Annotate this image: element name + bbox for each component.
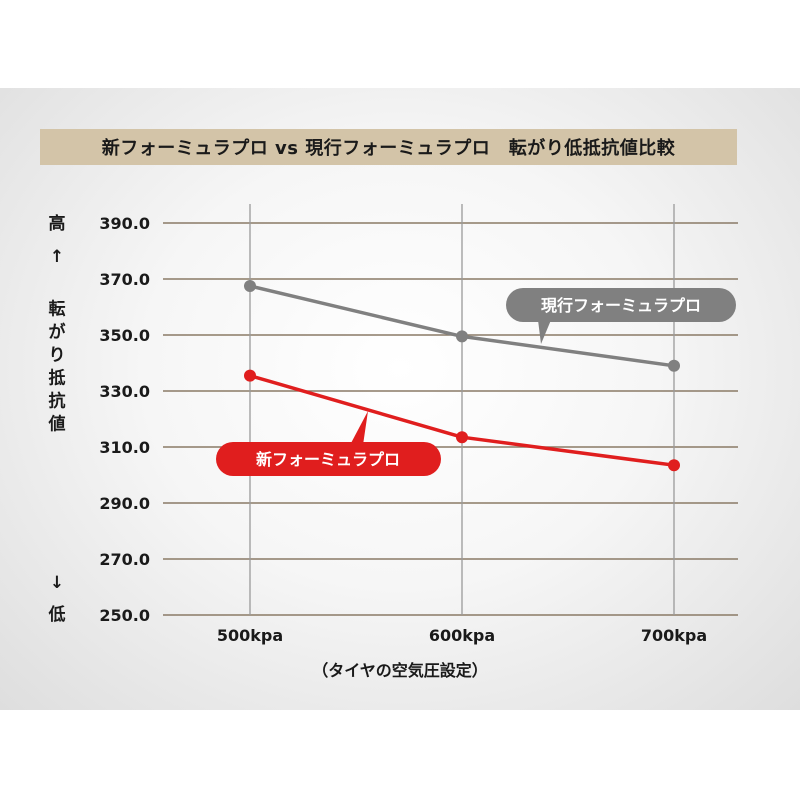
data-point xyxy=(668,359,680,372)
ylabel-up-arrow: ↑ xyxy=(50,247,64,267)
data-point xyxy=(244,369,256,382)
y-tick-label: 330.0 xyxy=(99,382,150,401)
x-tick-label: 500kpa xyxy=(217,626,283,645)
y-tick-label: 310.0 xyxy=(99,438,150,457)
chart-background xyxy=(0,88,800,710)
x-tick-label: 600kpa xyxy=(429,626,495,645)
y-tick-label: 390.0 xyxy=(99,214,150,233)
ylabel-low: 低 xyxy=(48,604,66,625)
legend-label-current: 現行フォーミュラプロ xyxy=(541,296,701,315)
legend-callout-pointer xyxy=(538,320,551,344)
x-tick-label: 700kpa xyxy=(641,626,707,645)
legend-callout-pointer xyxy=(350,411,368,445)
ylabel-down-arrow: ↓ xyxy=(50,573,64,593)
x-axis-label: （タイヤの空気圧設定） xyxy=(312,661,488,680)
data-point xyxy=(244,280,256,292)
data-point xyxy=(456,330,468,343)
legend-callout-current xyxy=(506,288,736,322)
data-point xyxy=(668,459,680,472)
y-tick-label: 290.0 xyxy=(99,494,150,513)
y-tick-label: 270.0 xyxy=(99,550,150,569)
data-point xyxy=(456,431,468,444)
y-tick-label: 370.0 xyxy=(99,270,150,289)
chart-title: 新フォーミュラプロ vs 現行フォーミュラプロ 転がり低抵抗値比較 xyxy=(40,129,737,165)
y-axis-label: 転がり抵抗値 xyxy=(48,299,66,435)
legend-label-new: 新フォーミュラプロ xyxy=(256,450,400,469)
y-tick-label: 250.0 xyxy=(99,606,150,625)
y-tick-label: 350.0 xyxy=(99,326,150,345)
ylabel-high: 高 xyxy=(49,213,66,234)
legend-callout-new xyxy=(216,442,441,476)
